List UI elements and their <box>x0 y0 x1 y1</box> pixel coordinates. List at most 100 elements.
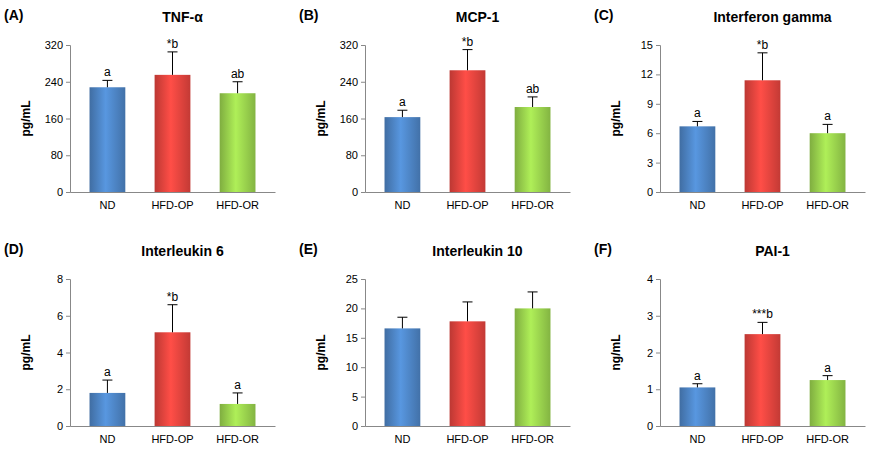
x-axis-line <box>366 192 571 193</box>
bar <box>385 117 421 192</box>
error-bar <box>692 384 702 388</box>
plot: a***ba01234NDHFD-OPHFD-OR <box>647 273 866 445</box>
x-tick: ND <box>99 192 115 211</box>
x-tick: HFD-OP <box>151 192 193 211</box>
bar <box>810 380 846 426</box>
significance-label: a <box>234 378 241 392</box>
bar <box>90 87 126 192</box>
y-tick-mark <box>66 389 70 390</box>
y-tick-label: 320 <box>45 39 63 51</box>
significance-label: ***b <box>752 307 773 321</box>
error-bar <box>692 121 702 126</box>
y-tick: 0 <box>647 186 660 198</box>
x-axis: NDHFD-OPHFD-OR <box>661 426 866 445</box>
bar <box>155 75 191 192</box>
x-tick-label: HFD-OP <box>151 199 193 211</box>
y-tick: 1 <box>647 383 660 395</box>
x-tick-label: HFD-OR <box>806 199 849 211</box>
x-axis: NDHFD-OPHFD-OR <box>71 426 276 445</box>
y-tick: 240 <box>340 76 365 88</box>
y-tick: 0 <box>352 186 365 198</box>
plot: 0510152025NDHFD-OPHFD-OR <box>346 273 571 445</box>
y-tick: 25 <box>346 273 365 285</box>
bar <box>385 328 421 426</box>
y-tick: 80 <box>51 149 70 161</box>
x-tick-label: HFD-OR <box>806 433 849 445</box>
y-tick-label: 240 <box>45 76 63 88</box>
y-tick-label: 10 <box>346 361 358 373</box>
y-tick: 2 <box>647 347 660 359</box>
panel: (E)Interleukin 100510152025NDHFD-OPHFD-O… <box>299 241 571 445</box>
x-tick: HFD-OR <box>806 426 849 445</box>
error-bar <box>528 97 538 107</box>
error-bar <box>168 305 178 333</box>
marks <box>90 305 256 426</box>
y-tick-mark <box>66 119 70 120</box>
y-tick-label: 25 <box>346 273 358 285</box>
significance-label: a <box>824 109 831 123</box>
y-tick-mark <box>66 192 70 193</box>
y-tick: 15 <box>641 39 660 51</box>
y-tick-mark <box>361 367 365 368</box>
y-tick-label: 0 <box>647 186 653 198</box>
chart-title: Interferon gamma <box>713 9 831 25</box>
x-tick-label: HFD-OP <box>446 433 488 445</box>
y-axis-title: pg/mL <box>19 101 33 137</box>
y-axis-title: pg/mL <box>314 335 328 371</box>
y-tick-mark <box>361 279 365 280</box>
y-tick-label: 80 <box>346 149 358 161</box>
y-tick-label: 4 <box>647 273 653 285</box>
y-tick: 80 <box>346 149 365 161</box>
x-axis-line <box>661 426 866 427</box>
error-bar <box>168 52 178 75</box>
y-tick: 20 <box>346 302 365 314</box>
bar <box>515 107 551 192</box>
x-tick: ND <box>99 426 115 445</box>
x-tick-label: HFD-OP <box>446 199 488 211</box>
significance-label: a <box>399 95 406 109</box>
y-tick-mark <box>656 74 660 75</box>
x-axis-line <box>366 426 571 427</box>
y-tick-label: 0 <box>352 186 358 198</box>
significance-label: a <box>104 65 111 79</box>
panel: (F)PAI-1a***ba01234NDHFD-OPHFD-ORng/mL <box>594 241 866 445</box>
x-tick: HFD-OP <box>446 192 488 211</box>
panel: (A)TNF-αa*bab080160240320NDHFD-OPHFD-ORp… <box>4 7 276 211</box>
y-tick-mark <box>656 426 660 427</box>
y-tick-mark <box>361 308 365 309</box>
y-tick-label: 15 <box>641 39 653 51</box>
y-tick: 3 <box>647 157 660 169</box>
marks <box>385 50 551 192</box>
figure: (A)TNF-αa*bab080160240320NDHFD-OPHFD-ORp… <box>0 0 884 468</box>
significance-label: a <box>694 369 701 383</box>
y-tick-label: 320 <box>340 39 358 51</box>
y-tick-label: 3 <box>647 157 653 169</box>
chart-title: TNF-α <box>162 9 203 25</box>
y-tick-label: 6 <box>647 127 653 139</box>
y-tick-label: 0 <box>647 420 653 432</box>
panel-label: (C) <box>594 7 613 23</box>
y-tick-mark <box>66 279 70 280</box>
error-bar <box>463 50 473 71</box>
y-tick-label: 8 <box>57 273 63 285</box>
y-tick-mark <box>361 426 365 427</box>
bar <box>220 93 256 192</box>
y-tick-label: 2 <box>647 347 653 359</box>
error-bar <box>397 317 407 328</box>
bar <box>450 70 486 192</box>
marks <box>680 322 846 426</box>
bar <box>680 387 716 426</box>
x-tick: HFD-OP <box>741 192 783 211</box>
x-axis-line <box>661 192 866 193</box>
y-axis-title: pg/mL <box>314 101 328 137</box>
x-axis: NDHFD-OPHFD-OR <box>661 192 866 211</box>
x-tick: HFD-OR <box>216 192 259 211</box>
x-tick-label: HFD-OR <box>511 433 554 445</box>
significance-label: a <box>824 361 831 375</box>
y-tick-label: 0 <box>57 420 63 432</box>
y-tick: 10 <box>346 361 365 373</box>
bar <box>810 133 846 192</box>
y-tick: 12 <box>641 68 660 80</box>
error-bar <box>528 292 538 308</box>
y-tick-mark <box>66 155 70 156</box>
